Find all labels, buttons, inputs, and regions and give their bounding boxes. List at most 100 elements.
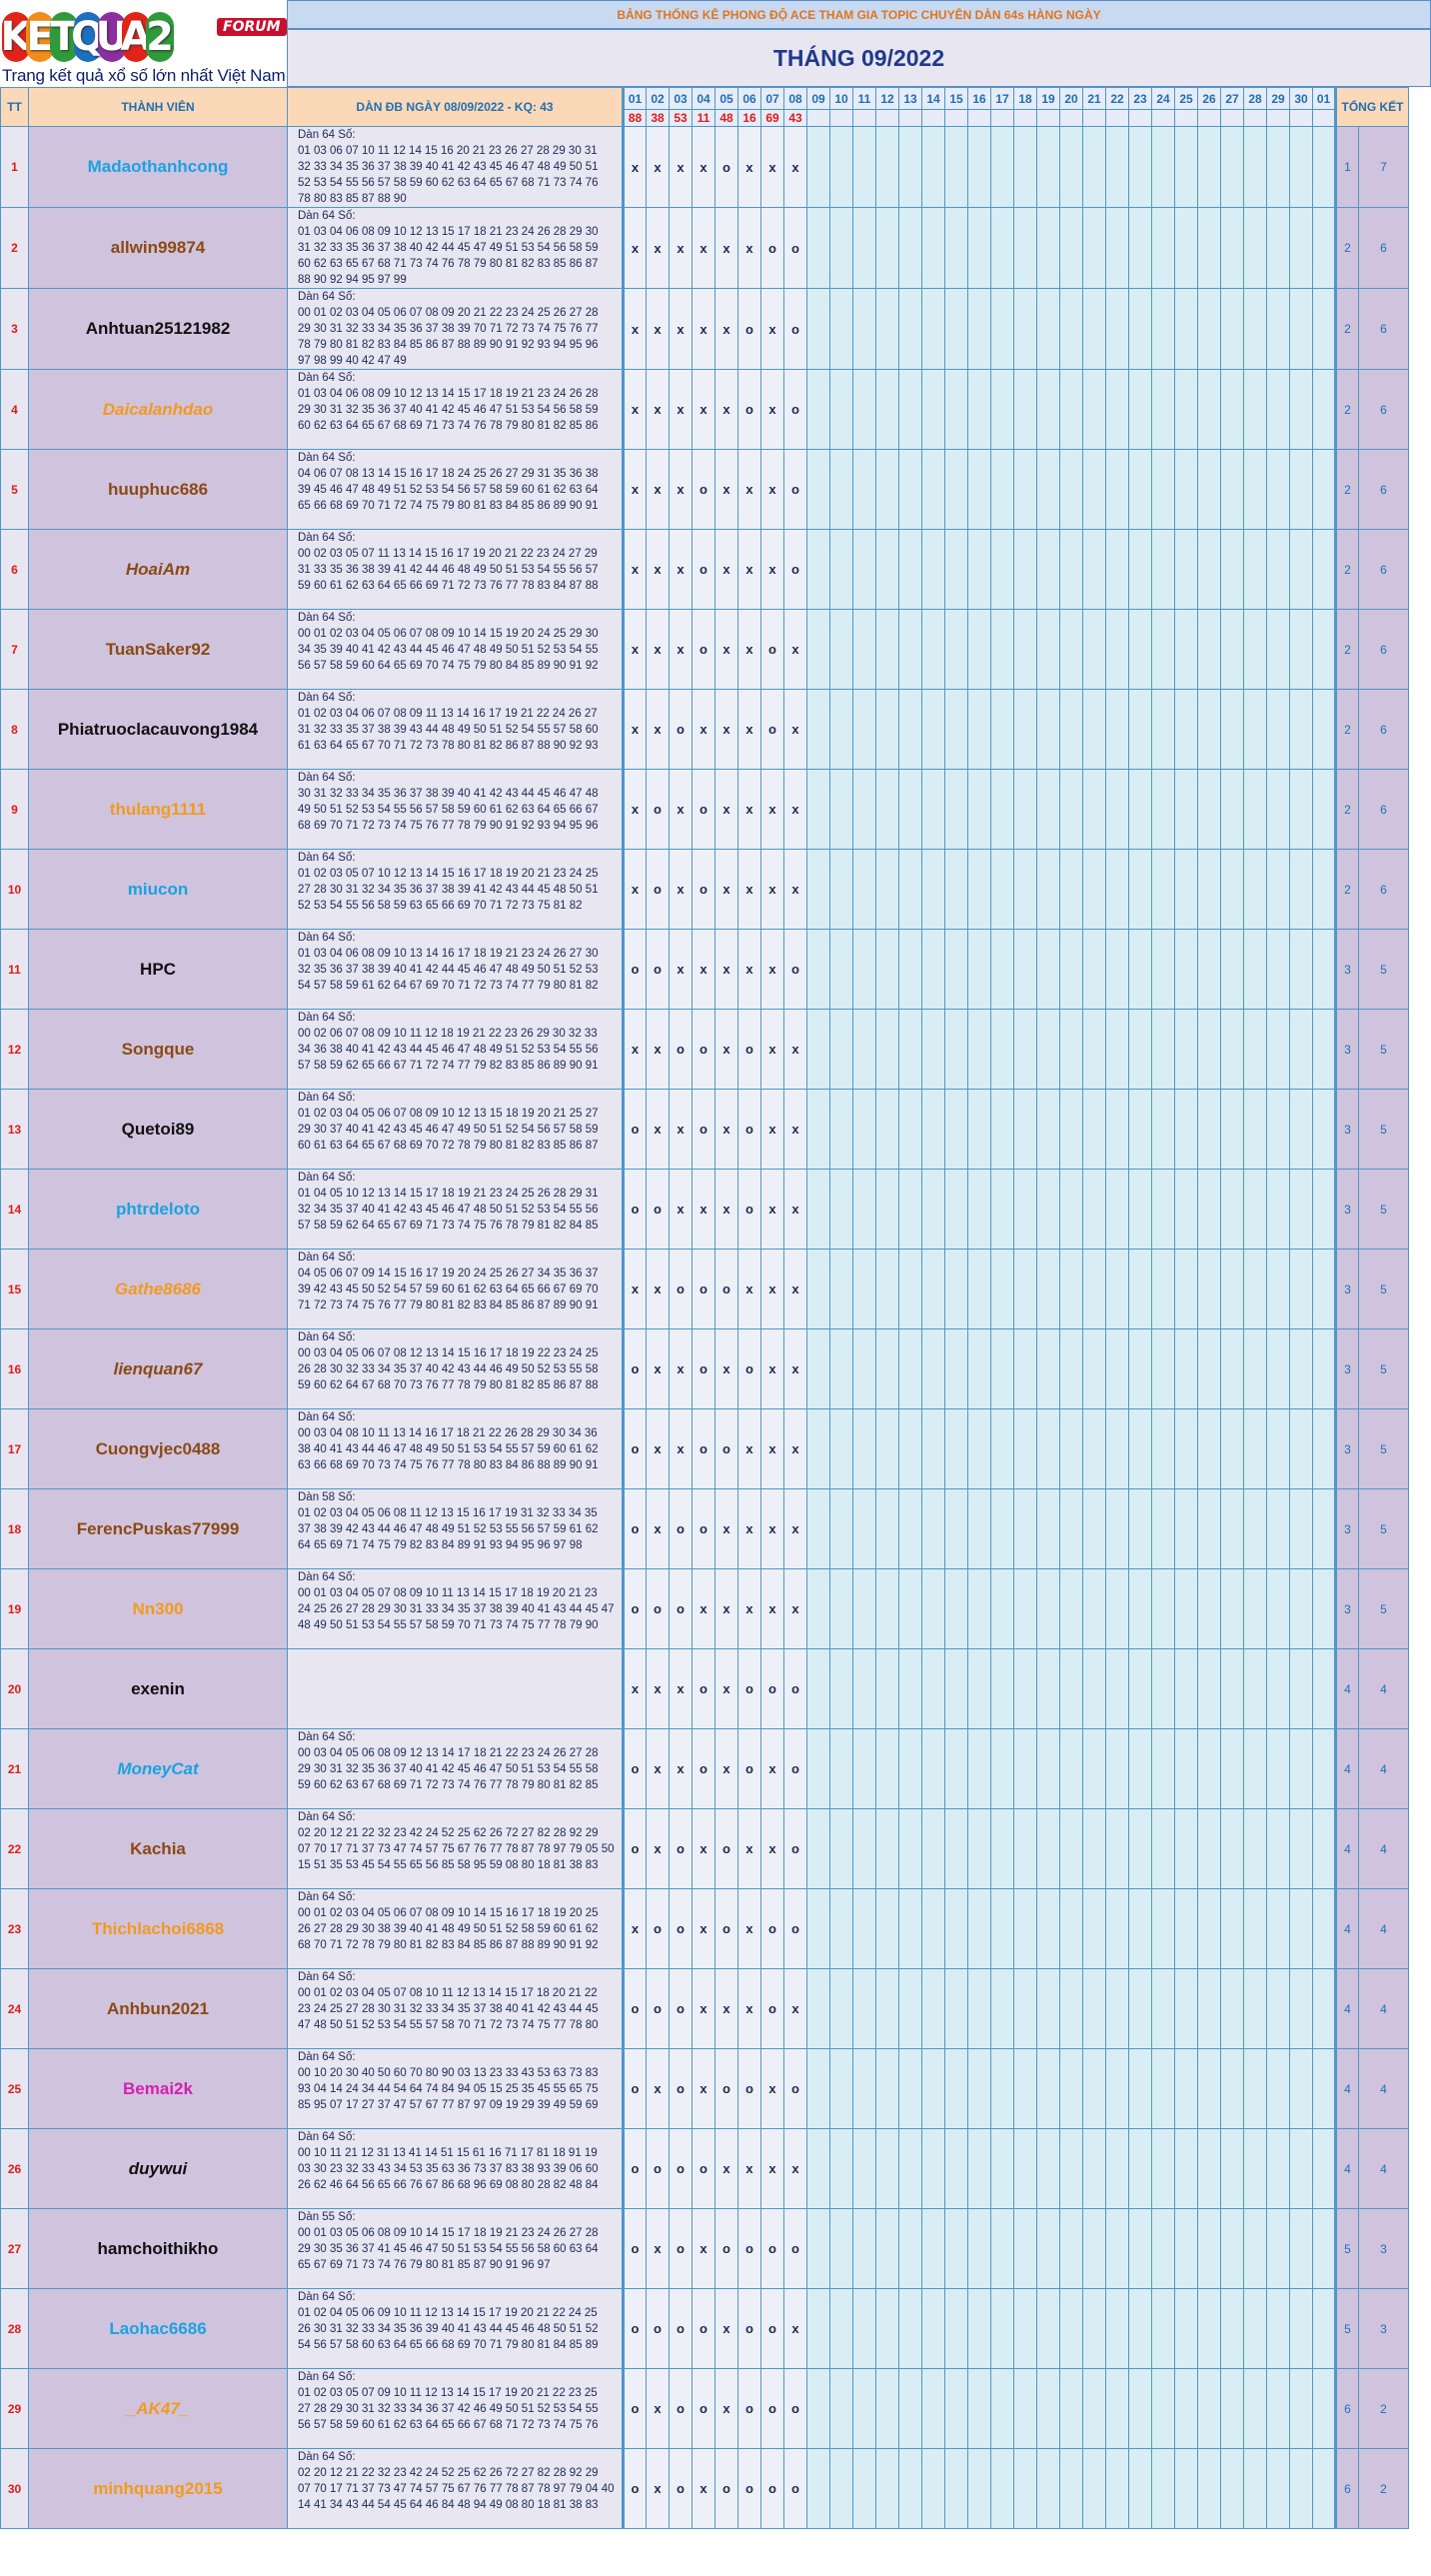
day-empty — [921, 1089, 945, 1170]
day-result — [1128, 109, 1152, 127]
day-empty — [1312, 1728, 1336, 1809]
day-empty — [921, 288, 945, 370]
member-name[interactable]: exenin — [28, 1648, 288, 1729]
day-mark: x — [622, 769, 647, 850]
day-empty — [829, 1888, 853, 1969]
day-empty — [898, 1408, 922, 1489]
day-empty — [967, 449, 991, 530]
member-name[interactable]: _AK47_ — [28, 2368, 288, 2449]
day-empty — [1289, 1169, 1313, 1250]
day-empty — [806, 929, 830, 1010]
member-name[interactable]: Anhtuan25121982 — [28, 288, 288, 370]
dan-line: Dàn 64 Số: — [298, 2051, 356, 2063]
dan-line: 39 42 43 45 50 52 54 57 59 60 61 62 63 6… — [298, 1284, 599, 1295]
member-name[interactable]: HPC — [28, 929, 288, 1010]
member-name[interactable]: Bemai2k — [28, 2048, 288, 2129]
member-name[interactable]: allwin99874 — [28, 207, 288, 289]
day-empty — [1243, 1009, 1267, 1090]
row-number: 14 — [0, 1169, 29, 1250]
total-score: 6 — [1358, 609, 1409, 690]
member-name[interactable]: TuanSaker92 — [28, 609, 288, 690]
day-empty — [898, 1648, 922, 1729]
day-empty — [1013, 1328, 1037, 1409]
day-empty — [967, 849, 991, 930]
member-name[interactable]: Nn300 — [28, 1568, 288, 1649]
member-name[interactable]: Cuongvjec0488 — [28, 1408, 288, 1489]
day-mark: x — [715, 1089, 738, 1170]
member-name[interactable]: HoaiAm — [28, 529, 288, 610]
day-empty — [1128, 288, 1152, 370]
day-empty — [1013, 2048, 1037, 2129]
member-name[interactable]: Kachia — [28, 1808, 288, 1889]
total-score: 4 — [1358, 1728, 1409, 1809]
member-name[interactable]: huuphuc686 — [28, 449, 288, 530]
day-mark: x — [692, 929, 716, 1010]
day-empty — [806, 2288, 830, 2369]
day-empty — [898, 769, 922, 850]
day-mark: o — [760, 609, 784, 690]
member-name[interactable]: Quetoi89 — [28, 1089, 288, 1170]
day-empty — [1105, 2128, 1129, 2209]
member-name[interactable]: thulang1111 — [28, 769, 288, 850]
day-mark: o — [646, 2288, 670, 2369]
dan-numbers: Dàn 64 Số: 01 03 04 06 08 09 10 12 13 15 … — [287, 207, 624, 289]
day-mark: o — [715, 2448, 738, 2529]
member-name[interactable]: duywui — [28, 2128, 288, 2209]
day-mark: x — [622, 1009, 647, 1090]
day-empty — [1082, 2048, 1106, 2129]
day-empty — [829, 529, 853, 610]
total-score: 5 — [1358, 1568, 1409, 1649]
miss-count: 4 — [1334, 2048, 1359, 2129]
dan-line: Dàn 64 Số: — [298, 1971, 356, 1983]
member-name[interactable]: Songque — [28, 1009, 288, 1090]
member-name[interactable]: Gathe8686 — [28, 1249, 288, 1329]
day-header: 18 — [1013, 87, 1037, 110]
month-title: THÁNG 09/2022 — [287, 29, 1431, 87]
day-empty — [1289, 2128, 1313, 2209]
day-empty — [944, 1488, 968, 1569]
day-mark: o — [692, 1249, 716, 1329]
member-name[interactable]: Thichlachoi6868 — [28, 1888, 288, 1969]
member-name[interactable]: FerencPuskas77999 — [28, 1488, 288, 1569]
member-name[interactable]: lienquan67 — [28, 1328, 288, 1409]
miss-count: 5 — [1334, 2208, 1359, 2289]
member-name[interactable]: Anhbun2021 — [28, 1968, 288, 2049]
miss-count: 4 — [1334, 1648, 1359, 1729]
member-name[interactable]: MoneyCat — [28, 1728, 288, 1809]
day-empty — [1220, 689, 1244, 770]
day-empty — [1266, 1888, 1290, 1969]
member-name[interactable]: phtrdeloto — [28, 1169, 288, 1250]
member-name[interactable]: Daicalanhdao — [28, 369, 288, 450]
dan-numbers: Dàn 64 Số: 01 02 03 05 07 09 10 11 12 13 … — [287, 2368, 624, 2449]
day-empty — [1105, 207, 1129, 289]
day-empty — [1289, 1648, 1313, 1729]
day-empty — [944, 126, 968, 208]
day-empty — [1289, 2368, 1313, 2449]
member-name[interactable]: Laohac6686 — [28, 2288, 288, 2369]
row-number: 10 — [0, 849, 29, 930]
day-empty — [1082, 769, 1106, 850]
day-mark: o — [646, 1888, 670, 1969]
total-score: 2 — [1358, 2448, 1409, 2529]
member-name[interactable]: minhquang2015 — [28, 2448, 288, 2529]
dan-line: Dàn 64 Số: — [298, 1731, 356, 1743]
day-empty — [990, 2448, 1014, 2529]
member-name[interactable]: Phiatruoclacauvong1984 — [28, 689, 288, 770]
day-empty — [921, 2048, 945, 2129]
member-name[interactable]: Madaothanhcong — [28, 126, 288, 208]
member-name[interactable]: hamchoithikho — [28, 2208, 288, 2289]
total-score: 5 — [1358, 929, 1409, 1010]
day-empty — [1174, 1728, 1198, 1809]
day-empty — [990, 1488, 1014, 1569]
day-mark: x — [760, 1408, 784, 1489]
dan-line: Dàn 64 Số: — [298, 1252, 356, 1264]
row-number: 6 — [0, 529, 29, 610]
member-name[interactable]: miucon — [28, 849, 288, 930]
day-empty — [1151, 449, 1175, 530]
day-mark: o — [622, 2208, 647, 2289]
day-empty — [990, 849, 1014, 930]
day-mark: x — [715, 1968, 738, 2049]
day-mark: o — [760, 1968, 784, 2049]
day-mark: o — [692, 609, 716, 690]
